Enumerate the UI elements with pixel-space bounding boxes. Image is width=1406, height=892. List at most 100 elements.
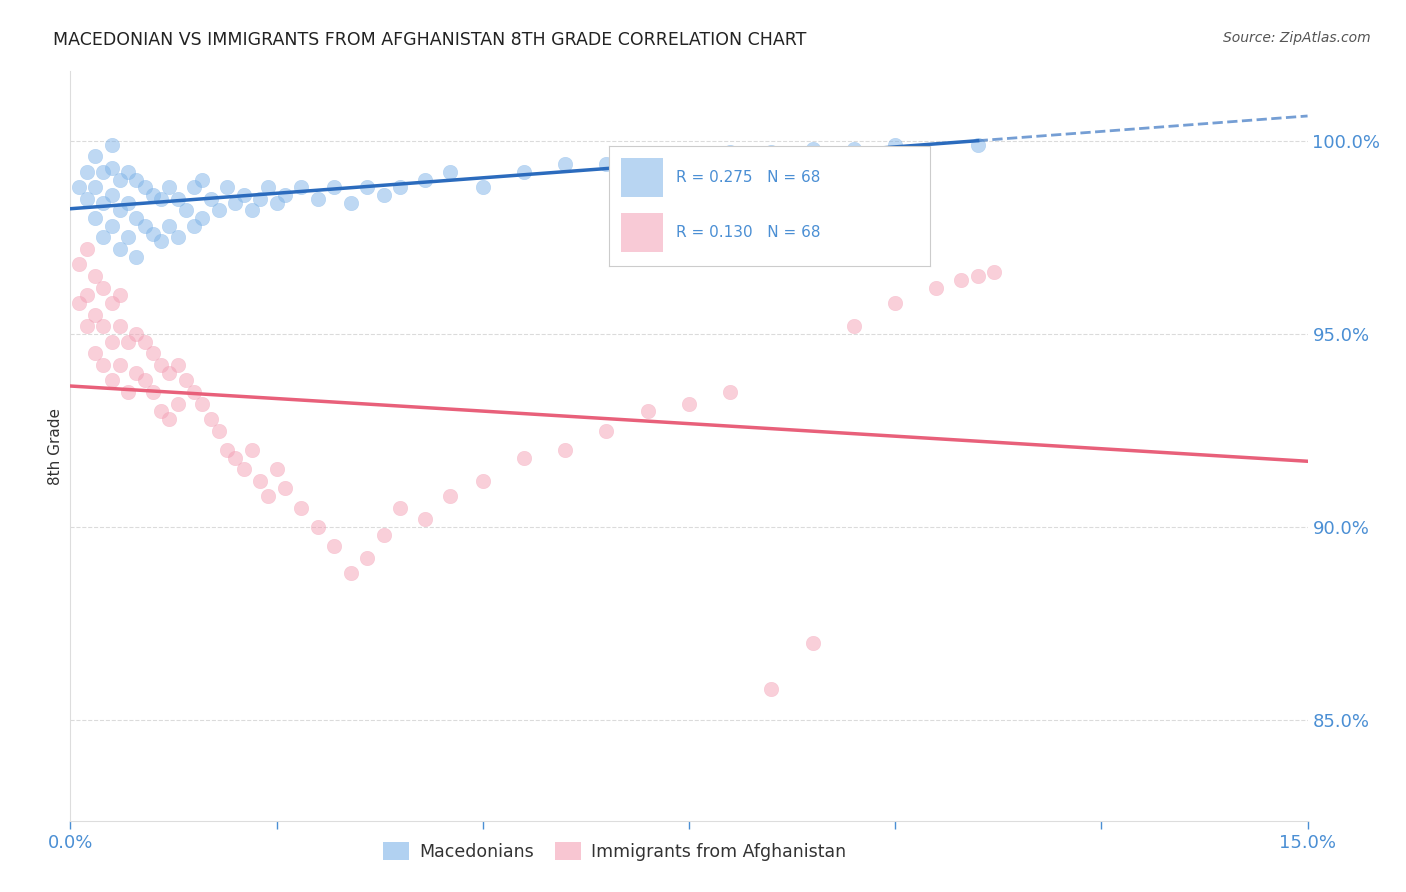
- Point: [257, 489, 280, 503]
- Point: [117, 384, 139, 399]
- Point: [108, 319, 131, 334]
- Point: [142, 384, 165, 399]
- Point: [884, 137, 907, 152]
- Point: [224, 450, 246, 465]
- Point: [174, 203, 197, 218]
- Point: [224, 195, 246, 210]
- Point: [191, 172, 214, 186]
- Point: [134, 219, 156, 233]
- Point: [134, 373, 156, 387]
- Point: [200, 192, 222, 206]
- Point: [100, 334, 122, 349]
- Point: [718, 384, 741, 399]
- Point: [117, 334, 139, 349]
- Point: [157, 180, 180, 194]
- Point: [554, 442, 576, 457]
- Point: [200, 412, 222, 426]
- Point: [67, 180, 90, 194]
- Point: [290, 500, 312, 515]
- Point: [76, 288, 98, 302]
- Point: [232, 188, 254, 202]
- Point: [91, 230, 114, 244]
- Point: [439, 165, 461, 179]
- Point: [678, 396, 700, 410]
- Point: [232, 462, 254, 476]
- Point: [91, 195, 114, 210]
- Point: [134, 334, 156, 349]
- Point: [125, 172, 148, 186]
- Point: [637, 149, 659, 163]
- Point: [439, 489, 461, 503]
- Point: [142, 188, 165, 202]
- Point: [76, 319, 98, 334]
- Point: [108, 203, 131, 218]
- Point: [166, 358, 188, 372]
- Point: [76, 192, 98, 206]
- Point: [125, 250, 148, 264]
- Point: [183, 384, 205, 399]
- Point: [91, 165, 114, 179]
- Point: [718, 145, 741, 160]
- Text: MACEDONIAN VS IMMIGRANTS FROM AFGHANISTAN 8TH GRADE CORRELATION CHART: MACEDONIAN VS IMMIGRANTS FROM AFGHANISTA…: [53, 31, 807, 49]
- Point: [76, 242, 98, 256]
- Point: [191, 396, 214, 410]
- Point: [166, 192, 188, 206]
- Point: [413, 512, 436, 526]
- Point: [595, 157, 617, 171]
- Point: [183, 219, 205, 233]
- Point: [183, 180, 205, 194]
- Point: [413, 172, 436, 186]
- Point: [761, 145, 783, 160]
- Point: [108, 288, 131, 302]
- Point: [323, 540, 346, 554]
- Point: [266, 195, 288, 210]
- Point: [950, 273, 973, 287]
- Point: [84, 180, 107, 194]
- Point: [240, 442, 263, 457]
- Point: [595, 424, 617, 438]
- Point: [76, 165, 98, 179]
- Point: [150, 192, 173, 206]
- Point: [249, 474, 271, 488]
- Point: [166, 230, 188, 244]
- Point: [150, 235, 173, 249]
- Point: [100, 219, 122, 233]
- Point: [356, 551, 378, 566]
- Point: [554, 157, 576, 171]
- Point: [100, 373, 122, 387]
- Point: [215, 180, 238, 194]
- Point: [134, 180, 156, 194]
- Legend: Macedonians, Immigrants from Afghanistan: Macedonians, Immigrants from Afghanistan: [375, 836, 853, 868]
- Point: [637, 404, 659, 418]
- Point: [100, 161, 122, 175]
- Point: [108, 242, 131, 256]
- Point: [100, 188, 122, 202]
- Point: [290, 180, 312, 194]
- Point: [373, 528, 395, 542]
- Point: [67, 257, 90, 271]
- Point: [323, 180, 346, 194]
- Point: [266, 462, 288, 476]
- Point: [966, 137, 988, 152]
- Point: [240, 203, 263, 218]
- Point: [100, 137, 122, 152]
- Point: [471, 474, 494, 488]
- Point: [389, 180, 412, 194]
- Point: [678, 149, 700, 163]
- Point: [150, 358, 173, 372]
- Point: [84, 268, 107, 283]
- Point: [761, 682, 783, 697]
- Point: [150, 404, 173, 418]
- Point: [67, 296, 90, 310]
- Point: [91, 280, 114, 294]
- Point: [307, 192, 329, 206]
- Point: [142, 227, 165, 241]
- Point: [125, 211, 148, 226]
- Point: [356, 180, 378, 194]
- Point: [389, 500, 412, 515]
- Point: [339, 195, 361, 210]
- Point: [84, 149, 107, 163]
- Point: [100, 296, 122, 310]
- Point: [108, 172, 131, 186]
- Point: [842, 319, 865, 334]
